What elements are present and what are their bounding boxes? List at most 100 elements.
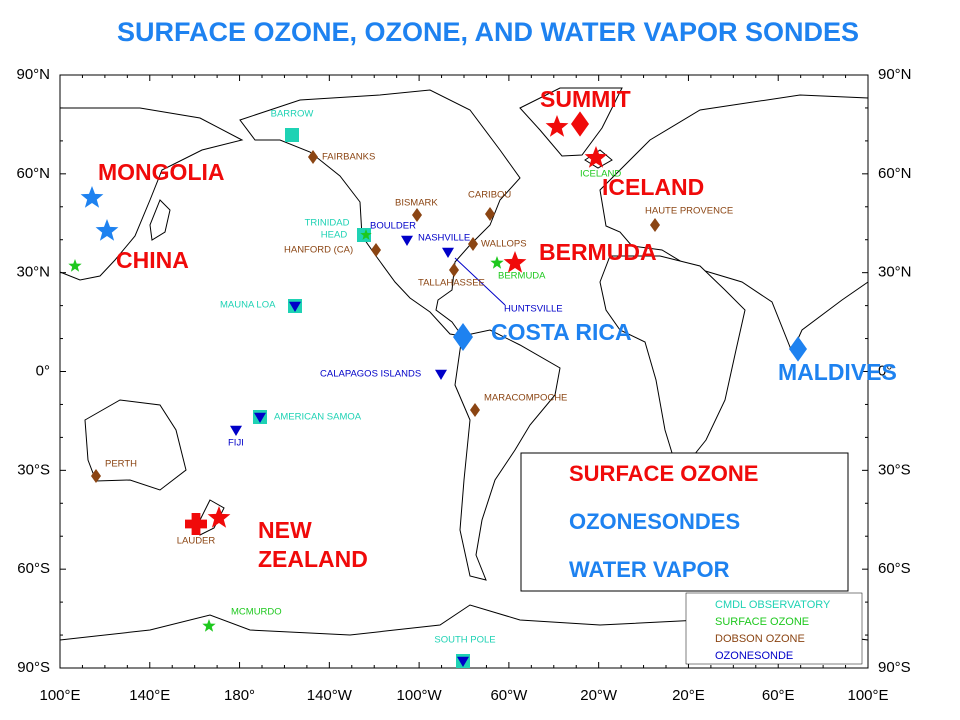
lat-label: 30°S [878, 461, 911, 478]
lat-label: 90°S [878, 659, 911, 676]
station-label: FAIRBANKS [322, 152, 375, 163]
lat-label: 90°S [17, 659, 50, 676]
station-label: CARIBOU [468, 190, 511, 201]
site-symbol [285, 128, 299, 142]
lat-label: 0° [36, 362, 50, 379]
station-label: MCMURDO [231, 607, 282, 618]
region-label: MONGOLIA [98, 159, 225, 185]
station-label: TALLAHASSEE [418, 278, 485, 289]
lat-label: 60°N [878, 165, 912, 182]
lat-label: 60°S [878, 560, 911, 577]
site-symbol [545, 115, 569, 137]
lon-label: 180° [224, 687, 255, 704]
lat-label: 30°S [17, 461, 50, 478]
site-symbol [789, 336, 807, 362]
site-symbol [457, 656, 469, 667]
station-label: HEAD [321, 230, 348, 241]
lon-label: 100°E [39, 687, 80, 704]
region-label: ZEALAND [258, 546, 368, 572]
lon-label: 140°W [307, 687, 353, 704]
key-label: OZONESONDE [715, 650, 793, 662]
site-symbol [468, 237, 478, 251]
legend-label: SURFACE OZONE [569, 461, 758, 486]
station-label: BERMUDA [498, 271, 546, 282]
site-symbol [185, 513, 208, 535]
site-symbol [80, 186, 104, 208]
station-label: CALAPAGOS ISLANDS [320, 369, 421, 380]
land [59, 87, 869, 669]
site-symbol [254, 412, 266, 423]
site-symbol [650, 218, 660, 232]
station-label: BOULDER [370, 221, 416, 232]
legend-box [520, 452, 849, 592]
legend-label: WATER VAPOR [569, 557, 730, 582]
station-label: BISMARK [395, 198, 438, 209]
site-symbol [230, 425, 242, 436]
region-label: SUMMIT [540, 86, 631, 112]
site-symbol [584, 146, 608, 168]
site-symbol [442, 247, 454, 258]
station-label: HAUTE PROVENCE [645, 206, 733, 217]
site-symbol [289, 301, 301, 312]
station-label: NASHVILLE [418, 233, 470, 244]
key-label: CMDL OBSERVATORY [715, 599, 831, 611]
lat-label: 90°N [878, 66, 912, 83]
lon-label: 100°W [397, 687, 443, 704]
huntsville-leader [454, 257, 506, 306]
station-label: FIJI [228, 438, 244, 449]
lon-label: 60°W [490, 687, 528, 704]
station-label: MARACOMPOCHE [484, 393, 567, 404]
station-label: SOUTH POLE [434, 635, 495, 646]
site-symbol [490, 256, 504, 269]
site-symbol [485, 207, 495, 221]
site-symbol [449, 263, 459, 277]
region-label: MALDIVES [778, 359, 897, 385]
station-label: HANFORD (CA) [284, 245, 353, 256]
station-label: TRINIDAD [305, 218, 350, 229]
site-symbol [453, 323, 473, 351]
station-label: MAUNA LOA [220, 300, 276, 311]
site-symbol [371, 243, 381, 257]
site-symbol [68, 259, 82, 272]
key-label: DOBSON OZONE [715, 633, 805, 645]
site-symbol [412, 208, 422, 222]
lat-label: 30°N [16, 264, 50, 281]
site-symbol [503, 251, 527, 273]
title: SURFACE OZONE, OZONE, AND WATER VAPOR SO… [117, 17, 859, 47]
site-symbol [202, 619, 216, 632]
lat-label: 60°S [17, 560, 50, 577]
station-label: AMERICAN SAMOA [274, 412, 362, 423]
station-label: WALLOPS [481, 239, 527, 250]
station-label: HUNTSVILLE [504, 304, 563, 315]
lat-label: 90°N [16, 66, 50, 83]
site-symbol [470, 403, 480, 417]
legend-label: OZONESONDES [569, 509, 740, 534]
lon-label: 20°W [580, 687, 618, 704]
region-label: CHINA [116, 247, 189, 273]
station-label: LAUDER [177, 536, 216, 547]
lon-label: 60°E [762, 687, 795, 704]
frame-ticks: 90°N 90°N 60°N 60°N 30°N 30°N 0° 0° 30°S 30°S 60°S… [16, 66, 911, 704]
site-symbol [308, 150, 318, 164]
region-label: NEW [258, 517, 312, 543]
lon-label: 20°E [672, 687, 705, 704]
station-label: ICELAND [580, 169, 621, 180]
site-symbol [435, 369, 447, 380]
site-symbol [207, 506, 231, 528]
station-label: BARROW [271, 109, 314, 120]
key-box [685, 592, 863, 665]
lat-label: 30°N [878, 264, 912, 281]
lon-label: 100°E [847, 687, 888, 704]
region-label: BERMUDA [539, 239, 657, 265]
lon-label: 140°E [129, 687, 170, 704]
site-symbol [95, 219, 119, 241]
key-label: SURFACE OZONE [715, 616, 809, 628]
region-label: COSTA RICA [491, 319, 632, 345]
lat-label: 60°N [16, 165, 50, 182]
site-symbol [91, 469, 101, 483]
site-symbol [571, 111, 589, 137]
region-label: ICELAND [602, 174, 704, 200]
site-symbol [360, 229, 372, 240]
station-label: PERTH [105, 459, 137, 470]
